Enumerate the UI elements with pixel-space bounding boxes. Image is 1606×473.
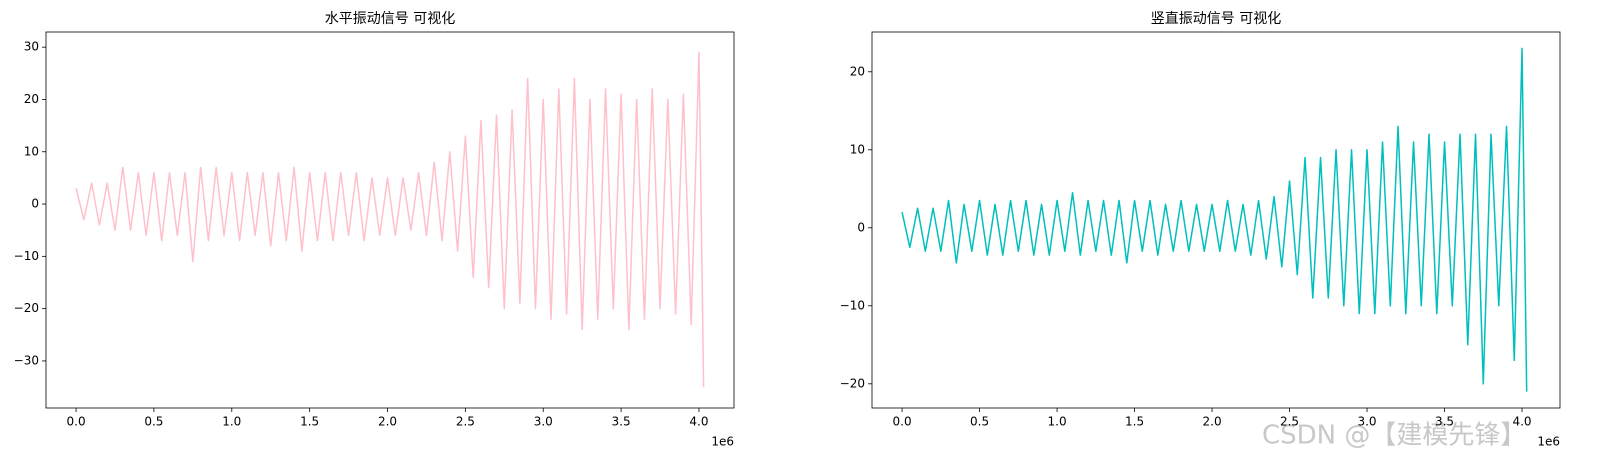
subplot: 水平振动信号 可视化 0.0 0.5 1.0 1.5 2.0 2.5 3.0 3.5 4.01e6… — [14, 11, 735, 449]
watermark: CSDN @【建模先锋】 — [1262, 421, 1526, 451]
signal-line — [75, 51, 705, 388]
x-tick-label: 3.0 — [534, 415, 553, 429]
x-tick-label: 2.0 — [1203, 415, 1222, 429]
x-tick-label: 0.0 — [67, 415, 86, 429]
x-offset-label: 1e6 — [1537, 435, 1560, 449]
x-tick-label: 3.5 — [612, 415, 631, 429]
chart-title: 水平振动信号 可视化 — [325, 11, 455, 27]
x-tick-label: 4.0 — [689, 415, 708, 429]
x-tick-label: 3.0 — [1357, 415, 1376, 429]
y-tick-label: −10 — [840, 298, 865, 312]
subplot: 竖直振动信号 可视化 0.0 0.5 1.0 1.5 2.0 2.5 3.0 3.5 4.0 1e6… — [840, 10, 1561, 449]
x-tick-label: 2.5 — [1280, 415, 1299, 429]
signal-line — [901, 47, 1528, 392]
y-tick-label: −10 — [14, 249, 39, 263]
chart-title: 竖直振动信号 可视化 — [1151, 10, 1281, 27]
y-tick-label: 10 — [24, 144, 39, 158]
y-tick-label: 20 — [850, 64, 865, 78]
y-tick-label: 30 — [24, 40, 39, 54]
y-tick-label: 20 — [24, 92, 39, 106]
y-tick-label: 0 — [31, 197, 39, 211]
x-tick-label: 0.0 — [893, 415, 912, 429]
y-tick-label: −20 — [14, 301, 39, 315]
axes-frame — [871, 31, 1561, 409]
y-tick-label: −30 — [14, 353, 39, 367]
axes-frame — [45, 31, 735, 409]
x-tick-label: 1.0 — [1048, 415, 1067, 429]
x-tick-label: 2.0 — [378, 415, 397, 429]
y-tick-label: 10 — [850, 142, 865, 156]
x-tick-label: 0.5 — [144, 415, 163, 429]
x-tick-label: 4.0 — [1512, 415, 1531, 429]
x-tick-label: 2.5 — [456, 415, 475, 429]
x-tick-label: 1.0 — [222, 415, 241, 429]
x-tick-label: 1.5 — [1125, 415, 1144, 429]
y-tick-label: −20 — [840, 376, 865, 390]
y-tick-label: 0 — [857, 220, 865, 234]
x-offset-label: 1e6 — [711, 435, 734, 449]
x-tick-label: 3.5 — [1435, 415, 1454, 429]
x-tick-label: 1.5 — [300, 415, 319, 429]
x-tick-label: 0.5 — [970, 415, 989, 429]
